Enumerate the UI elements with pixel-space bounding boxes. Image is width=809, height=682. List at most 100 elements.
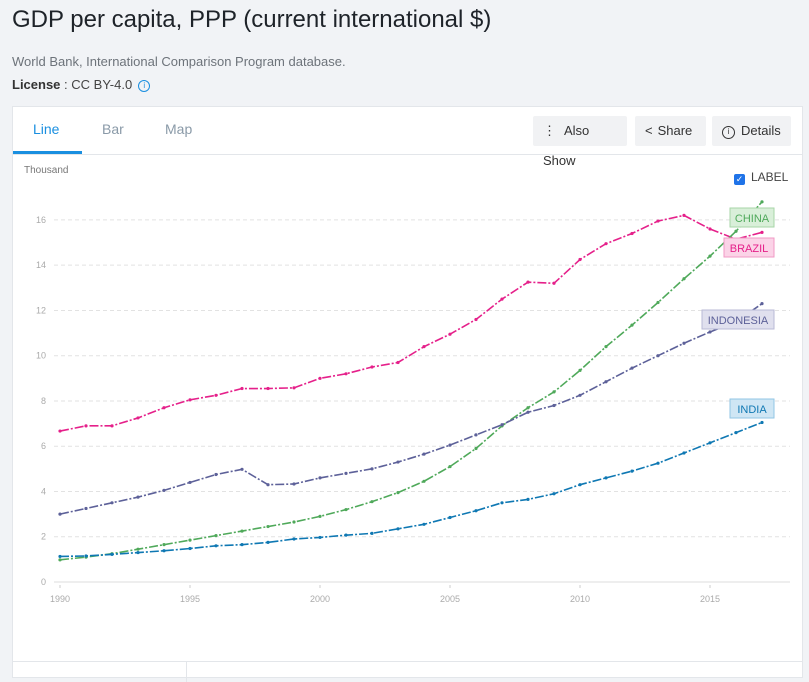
data-point-china	[708, 254, 712, 258]
y-tick-label: 2	[41, 532, 46, 542]
data-point-china	[760, 200, 764, 204]
data-point-brazil	[578, 257, 582, 262]
data-point-brazil	[500, 297, 504, 301]
data-point-china	[162, 543, 166, 547]
license-label: License	[12, 77, 61, 92]
license: License : CC BY-4.0 i	[12, 77, 151, 92]
data-point-india	[292, 537, 296, 541]
series-label-box	[701, 309, 775, 330]
x-tick-label: 2000	[310, 594, 330, 604]
data-point-india	[162, 549, 166, 553]
data-point-india	[240, 543, 244, 547]
series-label-brazil: BRAZIL	[730, 243, 769, 255]
y-tick-label: 12	[36, 305, 46, 315]
more-vertical-icon: ⋮	[543, 123, 556, 138]
data-point-brazil	[526, 280, 530, 284]
data-point-china	[526, 406, 530, 410]
data-point-china	[422, 479, 426, 483]
tab-map[interactable]: Map	[165, 121, 193, 137]
data-point-china	[318, 514, 322, 518]
data-point-brazil	[604, 242, 608, 246]
data-point-india	[58, 554, 62, 559]
series-label-box	[723, 237, 775, 258]
data-point-india	[630, 469, 634, 473]
data-point-india	[136, 550, 140, 555]
data-point-india	[552, 492, 556, 496]
data-point-india	[318, 535, 322, 540]
details-button[interactable]: i Details	[712, 116, 791, 146]
label-checkbox-text: LABEL	[751, 170, 789, 184]
data-point-indonesia	[84, 506, 88, 511]
series-label-china: CHINA	[735, 213, 770, 225]
y-tick-label: 14	[36, 260, 46, 270]
page-title: GDP per capita, PPP (current internation…	[12, 6, 492, 33]
data-point-china	[630, 323, 634, 327]
data-point-india	[214, 544, 218, 548]
y-axis-label: Thousand	[24, 165, 68, 176]
data-point-brazil	[682, 213, 686, 217]
x-tick-label: 2010	[570, 594, 590, 604]
data-point-china	[214, 534, 218, 538]
data-point-brazil	[370, 365, 374, 369]
data-point-china	[604, 345, 608, 349]
data-point-india	[526, 497, 530, 502]
data-point-indonesia	[240, 467, 244, 471]
data-point-indonesia	[58, 512, 62, 516]
line-chart: Thousand 0 2 4 6 8 10 12 14 16 1990 1995 2000 2005 201…	[24, 165, 790, 604]
data-point-china	[682, 277, 686, 281]
data-point-china	[396, 491, 400, 495]
data-point-indonesia	[110, 501, 114, 505]
data-point-india	[188, 546, 192, 551]
active-tab-indicator	[13, 151, 82, 154]
share-label: Share	[657, 123, 693, 138]
data-point-brazil	[656, 219, 660, 223]
data-point-china	[240, 529, 244, 533]
data-point-indonesia	[396, 460, 400, 464]
y-tick-label: 10	[36, 351, 46, 361]
data-point-brazil	[266, 386, 270, 391]
label-checkbox[interactable]: ✓ LABEL	[734, 170, 788, 185]
data-point-indonesia	[578, 393, 582, 397]
data-point-brazil	[760, 230, 764, 234]
data-point-indonesia	[474, 433, 478, 437]
data-point-indonesia	[162, 488, 166, 492]
data-point-india	[110, 552, 114, 556]
data-point-china	[344, 507, 348, 512]
data-point-indonesia	[136, 495, 140, 499]
data-point-india	[84, 554, 88, 558]
data-point-brazil	[422, 345, 426, 349]
info-icon[interactable]: i	[138, 80, 151, 92]
data-point-india	[344, 533, 348, 537]
share-button[interactable]: < Share	[635, 116, 706, 146]
data-point-china	[448, 464, 452, 469]
data-point-china	[734, 229, 738, 233]
data-point-china	[656, 300, 660, 305]
data-point-india	[266, 540, 270, 544]
data-point-indonesia	[292, 482, 296, 486]
series-line-china	[59, 201, 763, 561]
data-point-china	[578, 368, 582, 373]
share-icon: <	[645, 123, 653, 138]
data-point-brazil	[552, 281, 556, 285]
data-point-india	[734, 431, 738, 435]
y-tick-label: 16	[36, 215, 46, 225]
checkbox-checked-icon: ✓	[734, 174, 745, 185]
data-point-indonesia	[656, 354, 660, 358]
data-point-china	[474, 446, 478, 451]
license-value: : CC BY-4.0	[60, 77, 133, 92]
data-point-india	[604, 476, 608, 480]
tab-bar[interactable]: Bar	[102, 121, 124, 137]
tab-line[interactable]: Line	[33, 121, 60, 137]
data-point-brazil	[188, 398, 192, 402]
data-point-indonesia	[708, 330, 712, 334]
also-show-button[interactable]: ⋮ Also Show	[533, 116, 627, 168]
data-point-brazil	[344, 372, 348, 376]
y-tick-label: 8	[41, 396, 46, 406]
x-tick-label: 1990	[50, 594, 70, 604]
data-point-indonesia	[500, 423, 504, 427]
data-point-brazil	[214, 393, 218, 397]
data-point-brazil	[162, 406, 166, 410]
series-label-india: INDIA	[737, 404, 767, 416]
data-point-brazil	[630, 231, 634, 236]
y-tick-label: 4	[41, 486, 46, 496]
